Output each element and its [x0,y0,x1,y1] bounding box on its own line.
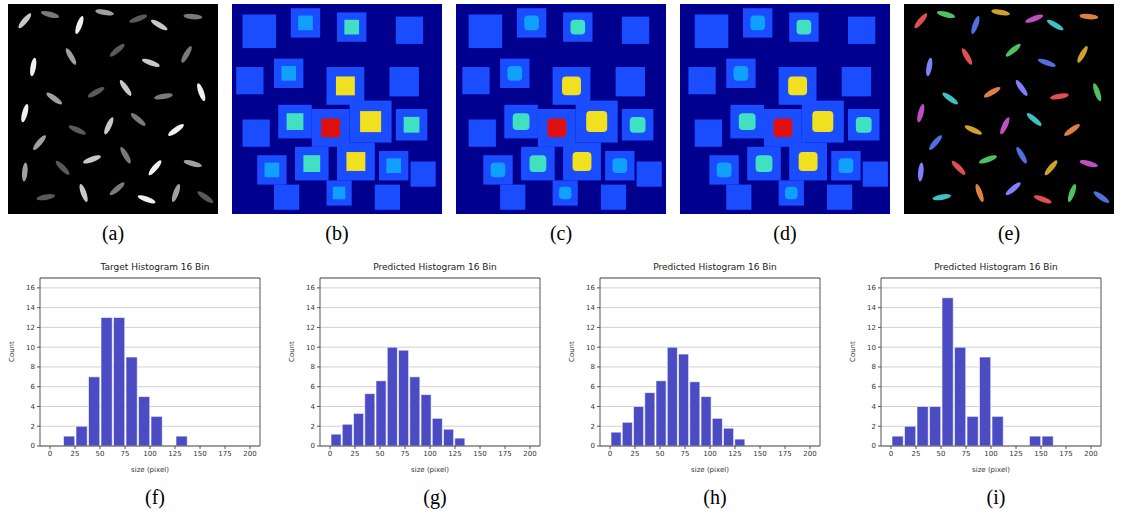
svg-text:150: 150 [1034,450,1047,458]
svg-text:size (pixel): size (pixel) [131,466,169,474]
svg-text:16: 16 [586,284,595,292]
svg-text:0: 0 [591,442,595,450]
svg-text:0: 0 [48,450,52,458]
svg-text:4: 4 [872,403,877,411]
svg-text:75: 75 [401,450,410,458]
svg-text:size (pixel): size (pixel) [972,466,1010,474]
svg-text:8: 8 [872,363,876,371]
svg-text:175: 175 [218,450,231,458]
svg-text:25: 25 [912,450,921,458]
svg-text:25: 25 [351,450,360,458]
html-text:(e): (e) [997,222,1021,244]
svg-text:50: 50 [96,450,105,458]
svg-text:100: 100 [984,450,997,458]
svg-text:100: 100 [703,450,716,458]
html-text:(g): (g) [423,486,447,508]
svg-text:75: 75 [962,450,971,458]
svg-text:125: 125 [168,450,181,458]
svg-text:4: 4 [591,403,596,411]
svg-text:2: 2 [591,423,595,431]
svg-text:16: 16 [306,284,315,292]
svg-text:2: 2 [311,423,315,431]
svg-text:200: 200 [1084,450,1097,458]
html-text:Predicted Histogram 16 Bin: Predicted Histogram 16 Bin [373,262,497,272]
svg-text:Count: Count [8,341,16,362]
svg-text:10: 10 [306,344,315,352]
svg-text:2: 2 [872,423,876,431]
svg-text:6: 6 [311,383,316,391]
html-text:(c): (c) [549,222,573,244]
svg-text:16: 16 [26,284,35,292]
svg-text:10: 10 [26,344,35,352]
svg-text:0: 0 [608,450,612,458]
svg-text:size (pixel): size (pixel) [691,466,729,474]
svg-text:50: 50 [937,450,946,458]
svg-text:25: 25 [631,450,640,458]
svg-text:200: 200 [523,450,536,458]
svg-text:25: 25 [71,450,80,458]
svg-text:0: 0 [872,442,876,450]
svg-text:0: 0 [311,442,315,450]
svg-text:150: 150 [193,450,206,458]
svg-text:12: 12 [867,324,876,332]
svg-text:200: 200 [803,450,816,458]
svg-text:125: 125 [448,450,461,458]
svg-text:100: 100 [143,450,156,458]
svg-text:14: 14 [867,304,876,312]
svg-text:Count: Count [568,341,576,362]
svg-text:175: 175 [1059,450,1072,458]
svg-text:6: 6 [872,383,877,391]
svg-text:100: 100 [423,450,436,458]
svg-text:12: 12 [26,324,35,332]
svg-text:0: 0 [31,442,35,450]
svg-text:175: 175 [498,450,511,458]
svg-text:10: 10 [586,344,595,352]
svg-text:150: 150 [753,450,766,458]
svg-text:4: 4 [31,403,36,411]
svg-text:125: 125 [1009,450,1022,458]
svg-text:14: 14 [306,304,315,312]
svg-text:10: 10 [867,344,876,352]
html-text:(d): (d) [773,222,797,244]
svg-text:4: 4 [311,403,316,411]
html-text:(b): (b) [325,222,349,244]
html-text:(i): (i) [986,486,1006,508]
html-text:Target Histogram 16 Bin: Target Histogram 16 Bin [100,262,210,272]
svg-text:14: 14 [26,304,35,312]
svg-text:Count: Count [288,341,296,362]
svg-text:75: 75 [121,450,130,458]
svg-text:16: 16 [867,284,876,292]
html-text:(a): (a) [101,222,125,244]
svg-text:175: 175 [778,450,791,458]
html-text:(h): (h) [703,486,727,508]
svg-text:12: 12 [586,324,595,332]
svg-text:6: 6 [591,383,596,391]
svg-text:8: 8 [31,363,35,371]
html-text:(f): (f) [145,486,165,508]
svg-text:125: 125 [728,450,741,458]
svg-text:14: 14 [586,304,595,312]
svg-text:200: 200 [243,450,256,458]
svg-text:50: 50 [376,450,385,458]
svg-text:2: 2 [31,423,35,431]
svg-text:8: 8 [591,363,595,371]
svg-text:0: 0 [328,450,332,458]
html-text:Predicted Histogram 16 Bin: Predicted Histogram 16 Bin [653,262,777,272]
svg-text:8: 8 [311,363,315,371]
svg-text:75: 75 [681,450,690,458]
svg-text:Count: Count [849,341,857,362]
html-text:Predicted Histogram 16 Bin: Predicted Histogram 16 Bin [934,262,1058,272]
svg-text:0: 0 [889,450,893,458]
svg-text:50: 50 [656,450,665,458]
svg-text:150: 150 [473,450,486,458]
svg-text:6: 6 [31,383,36,391]
svg-text:size (pixel): size (pixel) [411,466,449,474]
svg-text:12: 12 [306,324,315,332]
